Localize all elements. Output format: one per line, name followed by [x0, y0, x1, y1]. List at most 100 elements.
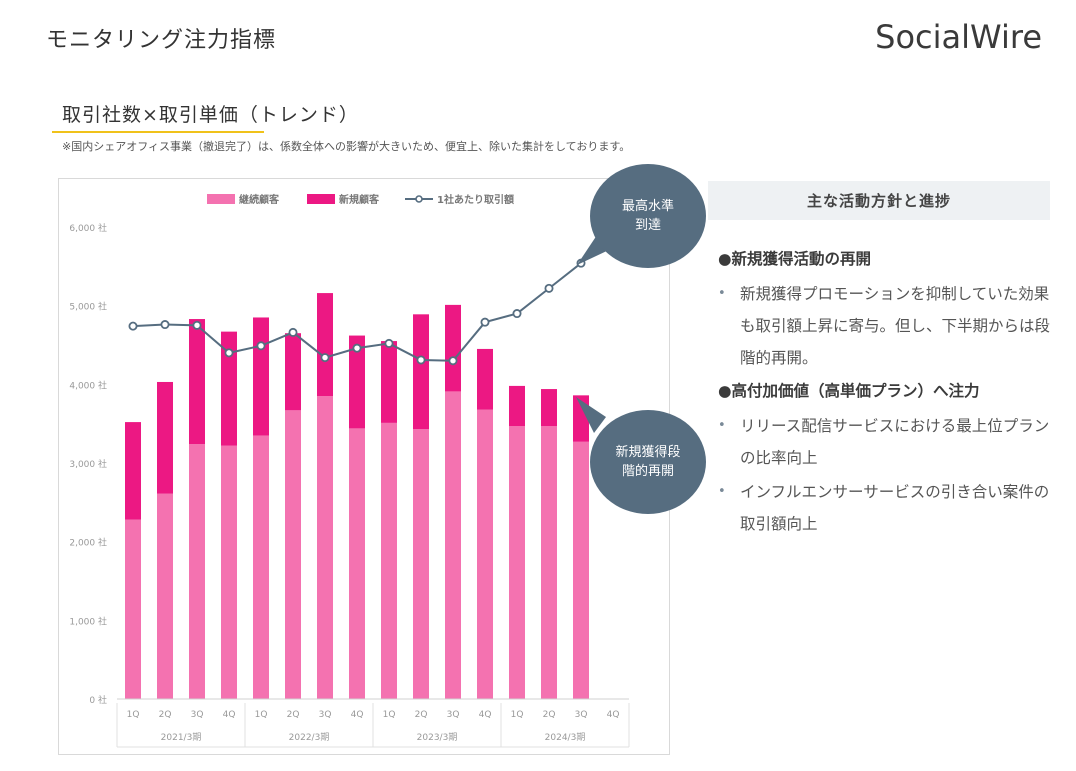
callout-bottom-line2: 階的再開 [621, 464, 674, 479]
callout-bottom-line1: 新規獲得段 [615, 444, 681, 460]
line-point [256, 341, 266, 351]
bar-new [445, 304, 461, 392]
bar-new [349, 335, 365, 429]
legend-label-new: 新規顧客 [339, 193, 380, 206]
bullet-dot-icon: • [718, 484, 726, 499]
line-point [160, 320, 170, 330]
line-point [320, 353, 330, 363]
panel-title: 主な活動方針と進捗 [708, 181, 1050, 220]
bar-new [381, 341, 397, 423]
bar-new [509, 385, 525, 427]
x-tick-label: 3Q [191, 710, 204, 720]
x-group-label: 2024/3期 [545, 732, 586, 743]
x-tick-label: 3Q [447, 710, 460, 720]
panel-body: ●新規獲得活動の再開 • 新規獲得プロモーションを抑制していた効果も取引額上昇に… [718, 244, 1050, 542]
x-tick-label: 3Q [319, 710, 332, 720]
bar-continuing [477, 409, 493, 699]
x-tick-label: 2Q [543, 710, 556, 720]
bullet-dot-icon: • [718, 286, 726, 301]
line-point [416, 355, 426, 365]
x-tick-label: 2Q [159, 710, 172, 720]
legend-label-continuing: 継続顧客 [239, 193, 280, 206]
policy-bullet: • 新規獲得プロモーションを抑制していた効果も取引額上昇に寄与。但し、下半期から… [718, 278, 1050, 374]
bar-new [317, 293, 333, 397]
bar-continuing [381, 422, 397, 699]
x-tick-label: 1Q [127, 710, 140, 720]
y-tick-label: 4,000 社 [69, 379, 107, 391]
line-point [352, 343, 362, 353]
bar-new [477, 348, 493, 410]
bar-continuing [509, 426, 525, 699]
line-point [512, 309, 522, 319]
bullet-dot-icon: • [718, 418, 726, 433]
line-point [128, 321, 138, 331]
x-tick-label: 3Q [575, 710, 588, 720]
y-tick-label: 3,000 社 [69, 458, 107, 470]
line-point [288, 327, 298, 337]
bar-continuing [445, 391, 461, 699]
bar-continuing [221, 445, 237, 699]
x-group-label: 2023/3期 [417, 732, 458, 743]
callout-top: 最高水準 到達 [590, 164, 706, 268]
y-tick-label: 6,000 社 [69, 222, 107, 234]
policy-bullet: • リリース配信サービスにおける最上位プランの比率向上 [718, 410, 1050, 474]
x-tick-label: 2Q [287, 710, 300, 720]
policy-bullet-text: 新規獲得プロモーションを抑制していた効果も取引額上昇に寄与。但し、下半期からは段… [740, 285, 1051, 367]
line-point [480, 317, 490, 327]
bar-continuing [317, 396, 333, 699]
line-point [448, 356, 458, 366]
callout-bottom-tail [576, 397, 606, 433]
chart-container: 0 社 1,000 社 2,000 社 3,000 社 4,000 社 5,000 社 6,… [58, 178, 670, 755]
policy-heading-1: ●新規獲得活動の再開 [718, 250, 872, 268]
bar-continuing [413, 429, 429, 699]
legend-line-marker [415, 195, 423, 203]
bar-continuing [189, 444, 205, 699]
bar-new [221, 331, 237, 446]
bar-continuing [541, 426, 557, 699]
bar-continuing [573, 441, 589, 699]
callout-bottom: 新規獲得段 階的再開 [590, 410, 706, 514]
x-group-label: 2021/3期 [161, 732, 202, 743]
bar-new [125, 422, 141, 520]
y-tick-label: 5,000 社 [69, 301, 107, 313]
page-title: モニタリング注力指標 [46, 28, 277, 53]
x-tick-label: 1Q [255, 710, 268, 720]
x-tick-label: 1Q [383, 710, 396, 720]
y-tick-label: 0 社 [89, 694, 107, 706]
section-title: 取引社数×取引単価（トレンド） [62, 104, 359, 126]
line-point [224, 348, 234, 358]
callout-top-line2: 到達 [634, 218, 661, 233]
legend-swatch-continuing [207, 194, 235, 204]
footnote: ※国内シェアオフィス事業（撤退完了）は、係数全体への影響が大きいため、便宜上、除… [62, 140, 631, 153]
line-point [384, 338, 394, 348]
x-tick-label: 2Q [415, 710, 428, 720]
x-group-label: 2022/3期 [289, 732, 330, 743]
bar-new [541, 389, 557, 427]
x-tick-label: 4Q [223, 710, 236, 720]
x-tick-label: 1Q [511, 710, 524, 720]
policy-bullet-text: インフルエンサーサービスの引き合い案件の取引額向上 [740, 483, 1050, 533]
line-point [544, 283, 554, 293]
line-point [192, 320, 202, 330]
bar-new [253, 317, 269, 436]
bar-continuing [157, 493, 173, 699]
bar-continuing [285, 410, 301, 699]
callout-top-line1: 最高水準 [621, 198, 674, 214]
legend-swatch-new [307, 194, 335, 204]
legend-label-line: 1社あたり取引額 [437, 193, 514, 206]
bar-new [157, 381, 173, 494]
bar-continuing [253, 435, 269, 699]
stacked-bar-line-chart: 0 社 1,000 社 2,000 社 3,000 社 4,000 社 5,000 社 6,… [69, 193, 630, 748]
section-underline [52, 131, 264, 133]
policy-heading-2: ●高付加価値（高単価プラン）へ注力 [718, 382, 980, 400]
bar-new [285, 333, 301, 411]
x-tick-label: 4Q [479, 710, 492, 720]
company-logo: SocialWire [875, 18, 1042, 56]
bar-new [413, 314, 429, 430]
x-tick-label: 4Q [607, 710, 620, 720]
y-tick-label: 2,000 社 [69, 537, 107, 549]
policy-bullet-text: リリース配信サービスにおける最上位プランの比率向上 [740, 417, 1050, 467]
bar-new [189, 319, 205, 445]
bar-continuing [125, 519, 141, 699]
y-tick-label: 1,000 社 [69, 615, 107, 627]
